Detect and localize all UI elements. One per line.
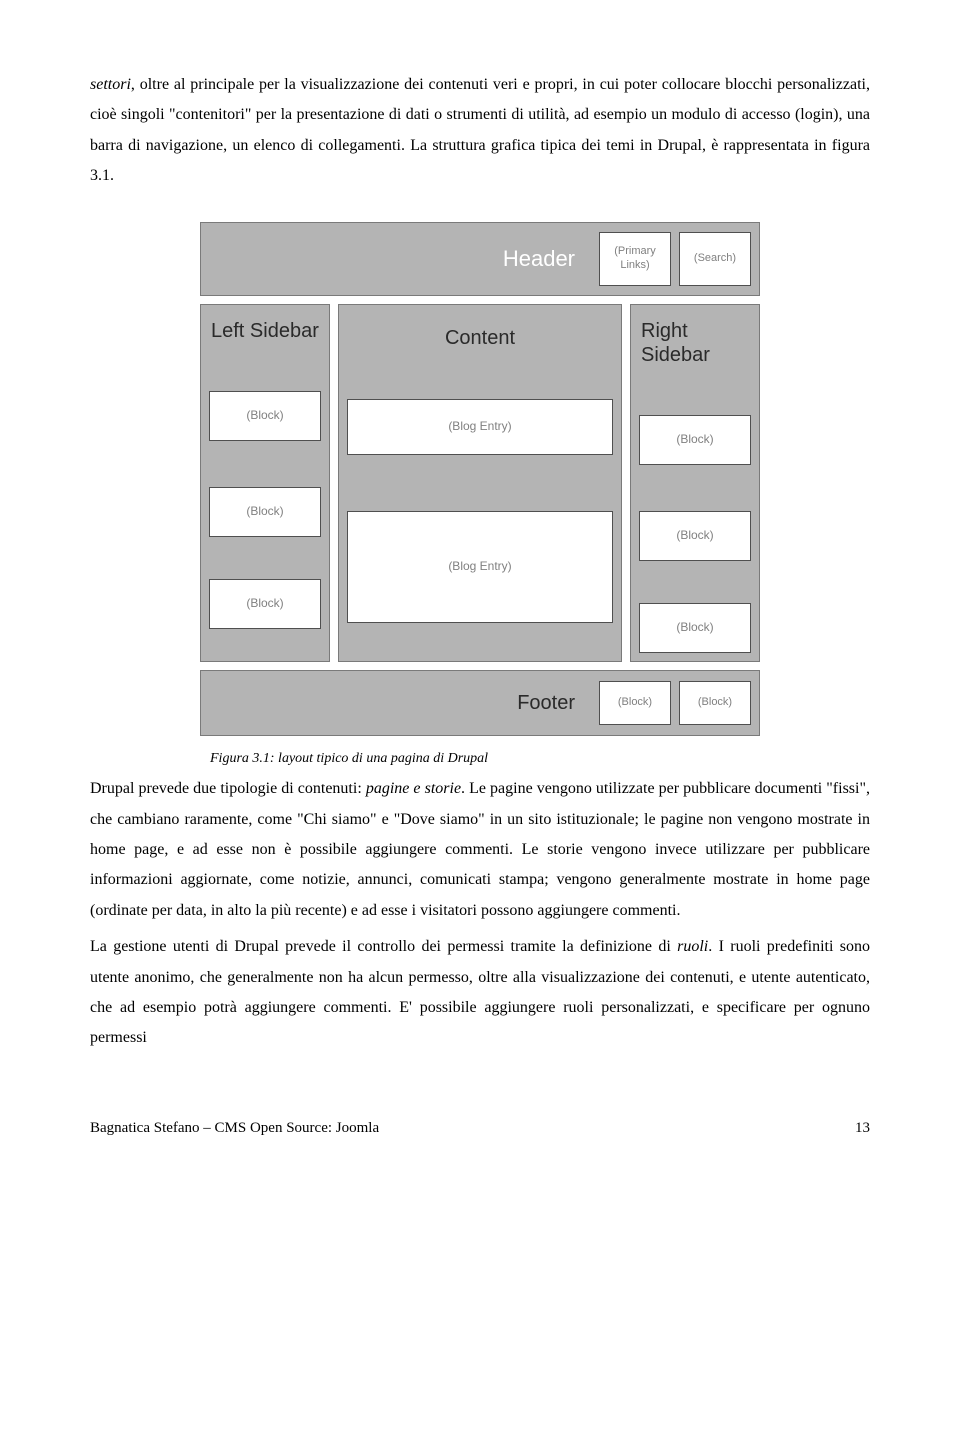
para1-body: , oltre al principale per la visualizzaz…: [90, 76, 870, 184]
diagram-header-region: Header (Primary Links) (Search): [200, 222, 760, 296]
paragraph-2: Drupal prevede due tipologie di contenut…: [90, 774, 870, 926]
diagram-left-sidebar-label: Left Sidebar: [209, 313, 321, 345]
diagram-block-box: (Block): [639, 603, 751, 653]
diagram-content-region: Content (Blog Entry) (Blog Entry): [338, 304, 622, 662]
diagram-block-box: (Block): [209, 391, 321, 441]
diagram-middle-row: Left Sidebar (Block) (Block) (Block) Con…: [200, 304, 760, 662]
diagram-block-box: (Block): [639, 511, 751, 561]
diagram-header-label: Header: [209, 238, 591, 280]
diagram-blog-entry-box: (Blog Entry): [347, 511, 613, 623]
diagram-right-sidebar: Right Sidebar (Block) (Block) (Block): [630, 304, 760, 662]
paragraph-1: settori, oltre al principale per la visu…: [90, 70, 870, 192]
paragraph-3: La gestione utenti di Drupal prevede il …: [90, 932, 870, 1054]
diagram-block-box: (Block): [599, 681, 671, 725]
para2-b: pagine e storie: [366, 780, 461, 797]
diagram-content-label: Content: [347, 313, 613, 359]
diagram-search-box: (Search): [679, 232, 751, 286]
figure-caption: Figura 3.1: layout tipico di una pagina …: [210, 746, 870, 773]
para2-a: Drupal prevede due tipologie di contenut…: [90, 780, 366, 797]
diagram-right-sidebar-label: Right Sidebar: [639, 313, 751, 369]
page-footer: Bagnatica Stefano – CMS Open Source: Joo…: [90, 1114, 870, 1143]
diagram-block-box: (Block): [209, 579, 321, 629]
diagram-left-sidebar: Left Sidebar (Block) (Block) (Block): [200, 304, 330, 662]
para3-a: La gestione utenti di Drupal prevede il …: [90, 938, 677, 955]
para3-b: ruoli: [677, 938, 708, 955]
para2-c: . Le pagine vengono utilizzate per pubbl…: [90, 780, 870, 919]
diagram-footer-region: Footer (Block) (Block): [200, 670, 760, 736]
page-number: 13: [855, 1114, 870, 1143]
footer-left-text: Bagnatica Stefano – CMS Open Source: Joo…: [90, 1114, 379, 1143]
diagram-footer-label: Footer: [209, 684, 591, 722]
diagram-primary-links-box: (Primary Links): [599, 232, 671, 286]
diagram-block-box: (Block): [679, 681, 751, 725]
drupal-layout-diagram: Header (Primary Links) (Search) Left Sid…: [200, 222, 760, 736]
diagram-block-box: (Block): [209, 487, 321, 537]
diagram-block-box: (Block): [639, 415, 751, 465]
para1-lead: settori: [90, 76, 131, 93]
diagram-blog-entry-box: (Blog Entry): [347, 399, 613, 455]
